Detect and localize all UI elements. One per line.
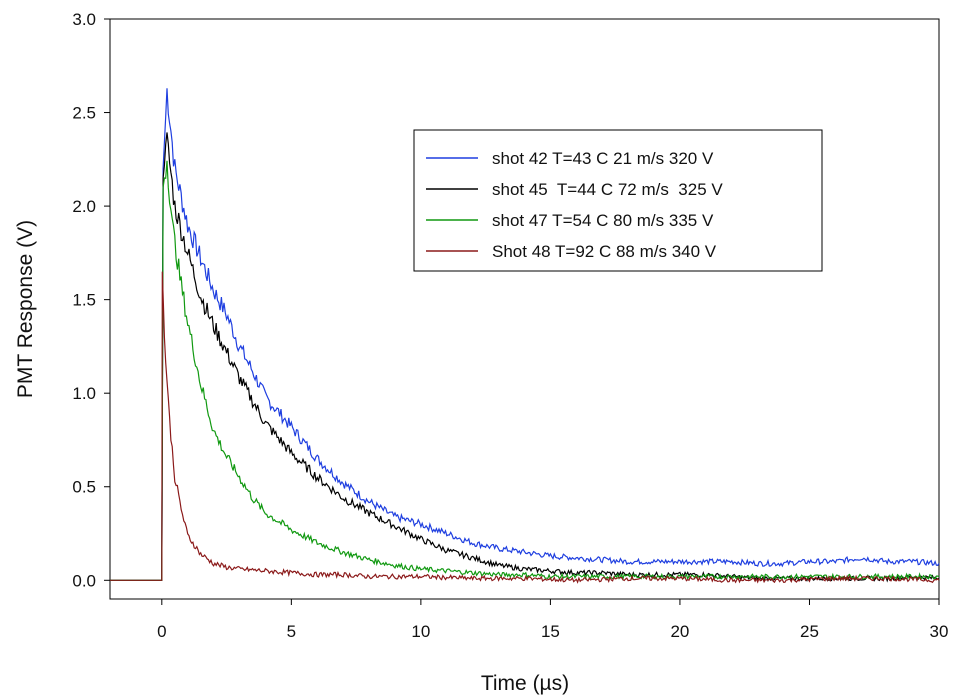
x-axis-title: Time (µs): [481, 672, 569, 695]
y-axis-title: PMT Response (V): [14, 220, 37, 398]
series-line-3: [110, 160, 940, 581]
series-line-4: [110, 271, 940, 584]
series-line-1: [110, 88, 940, 581]
plot-frame: [109, 18, 940, 600]
y-tick-label: 1.5: [72, 291, 96, 310]
x-tick-label: 10: [411, 622, 430, 641]
legend: shot 42 T=43 C 21 m/s 320 V shot 45 T=44 …: [413, 129, 823, 272]
legend-label-2: shot 45 T=44 C 72 m/s 325 V: [492, 180, 723, 199]
series-lines: [110, 88, 940, 584]
y-tick-label: 0.0: [72, 571, 96, 590]
legend-label-4: Shot 48 T=92 C 88 m/s 340 V: [492, 242, 717, 261]
x-tick-label: 15: [541, 622, 560, 641]
legend-box: [413, 129, 823, 272]
y-tick-label: 0.5: [72, 478, 96, 497]
y-tick-label: 2.5: [72, 104, 96, 123]
ticks: [104, 18, 940, 605]
legend-label-1: shot 42 T=43 C 21 m/s 320 V: [492, 149, 714, 168]
y-tick-label: 2.0: [72, 197, 96, 216]
x-tick-label: 0: [157, 622, 166, 641]
x-tick-label: 20: [670, 622, 689, 641]
x-tick-label: 25: [800, 622, 819, 641]
tick-labels: 0 5 10 15 20 25 30 0.0 0.5 1.0 1.5 2.0 2.5 3.0: [72, 10, 948, 641]
legend-label-3: shot 47 T=54 C 80 m/s 335 V: [492, 211, 714, 230]
y-tick-label: 3.0: [72, 10, 96, 29]
y-tick-label: 1.0: [72, 384, 96, 403]
x-tick-label: 30: [930, 622, 949, 641]
legend-entries: shot 42 T=43 C 21 m/s 320 V shot 45 T=44 …: [426, 149, 723, 261]
x-tick-label: 5: [287, 622, 296, 641]
